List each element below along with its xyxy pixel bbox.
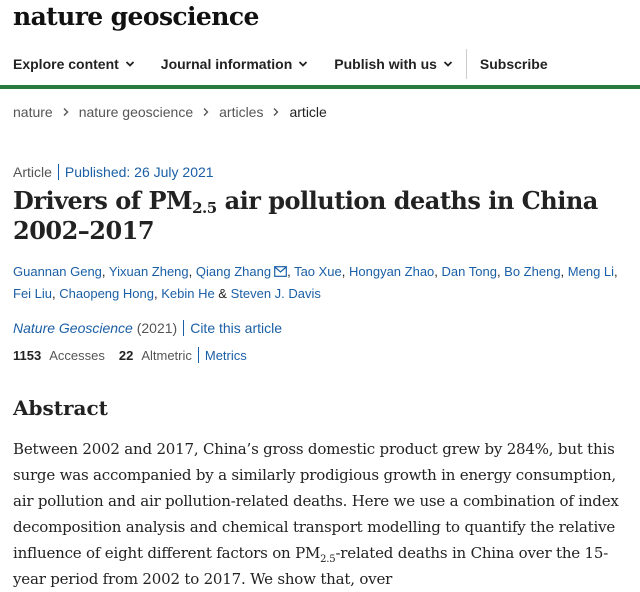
altmetric-label: Altmetric bbox=[141, 347, 192, 363]
cite-this-article-link[interactable]: Cite this article bbox=[190, 320, 283, 336]
author-link[interactable]: Hongyan Zhao bbox=[349, 264, 435, 279]
nav-journal-information[interactable]: Journal information bbox=[148, 44, 321, 84]
chevron-down-icon bbox=[443, 61, 453, 67]
chevron-down-icon bbox=[299, 61, 308, 67]
envelope-icon[interactable] bbox=[274, 266, 287, 277]
publication-year: (2021) bbox=[136, 320, 178, 336]
accesses-label: Accesses bbox=[49, 347, 105, 363]
accesses-count: 1153 bbox=[13, 347, 42, 363]
site-logo[interactable]: nature geoscience bbox=[13, 2, 259, 31]
author-link[interactable]: Bo Zheng bbox=[504, 264, 561, 279]
altmetric-count: 22 bbox=[118, 347, 134, 363]
nav-publish-with-us[interactable]: Publish with us bbox=[321, 44, 466, 84]
chevron-right-icon bbox=[63, 108, 69, 116]
citation-divider bbox=[183, 320, 185, 336]
author-link[interactable]: Guannan Geng bbox=[13, 264, 102, 279]
article-meta: Article Published: 26 July 2021 bbox=[13, 164, 214, 180]
author-link[interactable]: Kebin He bbox=[161, 286, 215, 301]
author-link[interactable]: Tao Xue bbox=[294, 264, 342, 279]
breadcrumb-nature-geoscience[interactable]: nature geoscience bbox=[78, 104, 194, 120]
author-link[interactable]: Meng Li bbox=[567, 264, 615, 279]
nav-journal-label: Journal information bbox=[160, 56, 293, 72]
nav-explore-label: Explore content bbox=[13, 56, 119, 72]
breadcrumb-nature[interactable]: nature bbox=[13, 104, 53, 120]
nav-subscribe-label: Subscribe bbox=[479, 56, 548, 72]
breadcrumb-articles[interactable]: articles bbox=[219, 104, 264, 120]
breadcrumb-current: article bbox=[289, 104, 327, 120]
abstract-text: Between 2002 and 2017, China’s gross dom… bbox=[13, 440, 619, 588]
abstract-heading: Abstract bbox=[13, 396, 108, 420]
chevron-right-icon bbox=[273, 108, 279, 116]
breadcrumb: nature nature geoscience articles articl… bbox=[13, 104, 327, 120]
chevron-right-icon bbox=[203, 108, 209, 116]
citation-line: Nature Geoscience (2021) Cite this artic… bbox=[13, 320, 282, 336]
author-list: Guannan Geng, Yixuan Zheng, Qiang Zhang,… bbox=[13, 264, 618, 301]
author-link[interactable]: Qiang Zhang bbox=[195, 264, 272, 279]
author-link[interactable]: Steven J. Davis bbox=[230, 286, 321, 301]
nav-publish-label: Publish with us bbox=[334, 56, 437, 72]
nav-subscribe[interactable]: Subscribe bbox=[467, 44, 561, 84]
published-date: Published: 26 July 2021 bbox=[64, 164, 214, 180]
metrics-link[interactable]: Metrics bbox=[204, 347, 247, 363]
metrics-divider bbox=[197, 347, 199, 363]
journal-name[interactable]: Nature Geoscience bbox=[13, 320, 133, 336]
nav-explore-content[interactable]: Explore content bbox=[0, 44, 148, 84]
nav-divider bbox=[465, 49, 467, 79]
article-title: Drivers of PM2.5 air pollution deaths in… bbox=[13, 186, 598, 245]
header-accent-bar bbox=[0, 85, 640, 89]
chevron-down-icon bbox=[125, 61, 134, 67]
meta-divider bbox=[57, 164, 59, 180]
author-link[interactable]: Dan Tong bbox=[441, 264, 497, 279]
main-nav: Explore content Journal information Publ… bbox=[0, 44, 640, 84]
author-link[interactable]: Yixuan Zheng bbox=[108, 264, 189, 279]
author-link[interactable]: Chaopeng Hong bbox=[59, 286, 154, 301]
article-metrics: 1153 Accesses 22 Altmetric Metrics bbox=[13, 347, 247, 363]
author-link[interactable]: Fei Liu bbox=[13, 286, 53, 301]
article-type: Article bbox=[13, 164, 52, 180]
